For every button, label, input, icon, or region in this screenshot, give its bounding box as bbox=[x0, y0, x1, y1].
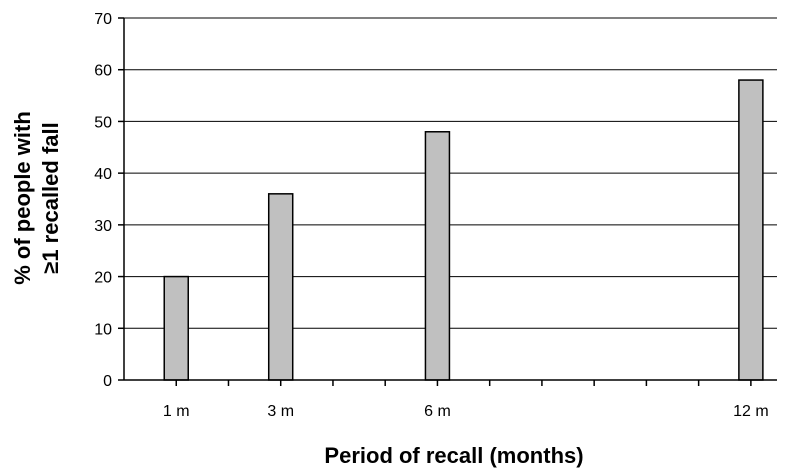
x-tick-label: 1 m bbox=[163, 403, 190, 420]
y-tick-label: 50 bbox=[94, 114, 112, 131]
y-axis-title-line-2: ≥1 recalled fall bbox=[38, 122, 63, 274]
y-tick-label: 20 bbox=[94, 270, 112, 287]
y-tick-label: 70 bbox=[94, 11, 112, 28]
y-axis-title: % of people with ≥1 recalled fall bbox=[10, 111, 63, 285]
y-tick-labels: 0 10 20 30 40 50 60 70 bbox=[94, 11, 112, 390]
y-tick-label: 30 bbox=[94, 218, 112, 235]
x-tick-label: 12 m bbox=[733, 403, 769, 420]
y-tick-label: 60 bbox=[94, 63, 112, 80]
axes bbox=[118, 17, 777, 386]
y-axis-title-line-1: % of people with bbox=[10, 111, 35, 285]
x-tick-labels: 1 m 3 m 6 m 12 m bbox=[163, 403, 769, 420]
x-tick-label: 6 m bbox=[424, 403, 451, 420]
bar-12m bbox=[738, 79, 764, 381]
bar-1m bbox=[163, 275, 189, 381]
gridlines bbox=[124, 17, 777, 329]
bar-6m bbox=[424, 131, 451, 381]
y-tick-label: 40 bbox=[94, 166, 112, 183]
x-tick-label: 3 m bbox=[267, 403, 294, 420]
bars bbox=[163, 79, 764, 381]
x-axis-title: Period of recall (months) bbox=[324, 443, 583, 468]
y-tick-label: 10 bbox=[94, 321, 112, 338]
y-tick-label: 0 bbox=[103, 373, 112, 390]
bar-3m bbox=[267, 193, 294, 381]
